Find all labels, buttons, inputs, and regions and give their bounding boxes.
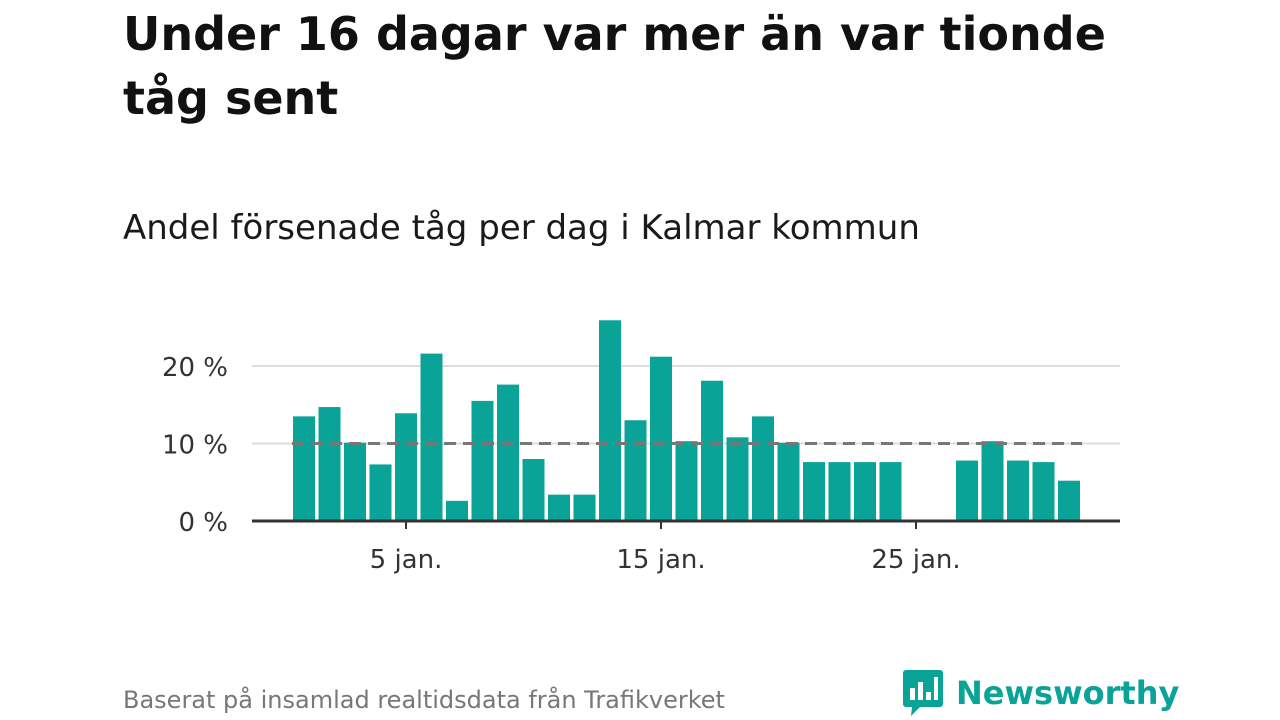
bar <box>1032 462 1055 521</box>
bar <box>701 380 723 521</box>
bar <box>803 462 825 521</box>
chart-title: Under 16 dagar var mer än var tionde tåg… <box>123 7 1106 125</box>
bar <box>522 459 545 521</box>
x-tick-label: 15 jan. <box>616 545 705 575</box>
bar <box>599 320 621 521</box>
bar <box>369 464 392 521</box>
bar <box>624 420 647 521</box>
bar <box>497 384 519 521</box>
bar <box>726 437 749 521</box>
bar <box>471 400 494 521</box>
bar <box>752 416 774 521</box>
bar <box>1007 460 1029 521</box>
bar <box>573 494 596 521</box>
bar <box>879 462 902 521</box>
bar <box>548 494 570 521</box>
bar <box>446 500 468 521</box>
bar <box>650 356 672 521</box>
bar <box>395 413 417 521</box>
bar <box>777 442 800 521</box>
bar <box>981 441 1004 521</box>
bar <box>1058 480 1080 521</box>
bar <box>675 441 698 521</box>
y-tick-label: 20 % <box>162 353 228 383</box>
y-tick-label: 0 % <box>178 508 228 538</box>
bar <box>318 407 341 521</box>
x-tick-label: 25 jan. <box>871 545 960 575</box>
bar <box>344 442 366 521</box>
bar <box>828 462 851 521</box>
bar-chart: 0 % 10 % 20 % 5 jan. 15 jan. 25 jan. <box>162 320 1120 575</box>
brand-logo: Newsworthy <box>902 668 1179 718</box>
source-note: Baserat på insamlad realtidsdata från Tr… <box>123 686 725 714</box>
bar <box>854 462 876 521</box>
bar <box>420 353 443 521</box>
bar-chart-speech-bubble-icon <box>903 670 943 716</box>
x-tick-label: 5 jan. <box>370 545 443 575</box>
y-tick-label: 10 % <box>162 431 228 461</box>
bar <box>293 416 315 521</box>
chart-subtitle: Andel försenade tåg per dag i Kalmar kom… <box>123 208 920 248</box>
brand-name: Newsworthy <box>956 674 1180 712</box>
bar <box>956 460 978 521</box>
